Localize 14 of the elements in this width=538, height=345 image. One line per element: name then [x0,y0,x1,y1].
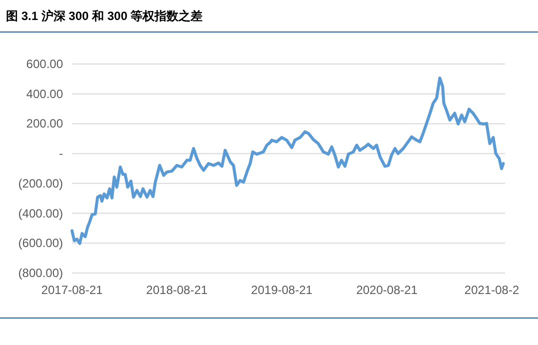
y-tick-label: 600.00 [26,57,64,71]
y-tick-label: (800.00) [18,266,63,280]
y-tick-label: (200.00) [18,176,63,190]
y-tick-label: - [59,146,63,161]
y-tick-label: 200.00 [26,116,64,131]
x-tick-label: 2019-08-21 [251,283,313,297]
x-tick-label: 2017-08-21 [41,283,104,297]
y-tick-label: 400.00 [26,86,64,101]
x-tick-label: 2021-08-2 [464,283,520,297]
y-tick-label: (600.00) [18,236,63,250]
y-tick-label: (400.00) [18,206,63,220]
chart-title: 图 3.1 沪深 300 和 300 等权指数之差 [6,9,203,23]
x-tick-label: 2018-08-21 [146,283,208,297]
x-tick-label: 2020-08-21 [356,283,418,297]
